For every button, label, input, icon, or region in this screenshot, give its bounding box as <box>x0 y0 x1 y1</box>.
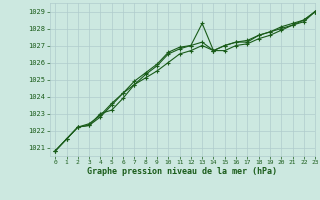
X-axis label: Graphe pression niveau de la mer (hPa): Graphe pression niveau de la mer (hPa) <box>87 167 277 176</box>
